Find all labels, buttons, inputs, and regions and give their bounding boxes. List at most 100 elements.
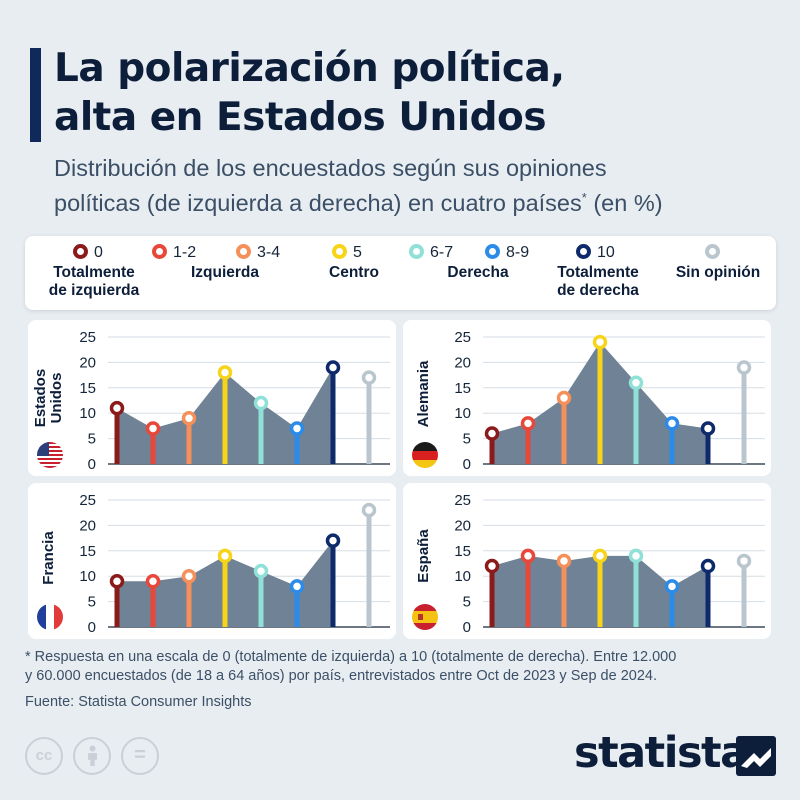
category-point: [217, 548, 233, 564]
category-point: [664, 579, 680, 594]
y-tick-label: 25: [79, 492, 96, 509]
category-point: [628, 375, 644, 390]
chart-alemania: 0 5 10 15 20 25: [454, 329, 765, 473]
footnote: * Respuesta en una escala de 0 (totalmen…: [25, 648, 785, 686]
legend-desc-far-left-line1: Totalmente: [53, 264, 135, 281]
legend-desc-no-opinion: Sin opinión: [675, 264, 761, 281]
category-point: [325, 533, 341, 548]
subtitle-line-1: Distribución de los encuestados según su…: [54, 155, 607, 181]
category-point: [253, 563, 269, 579]
country-label-espana: España: [415, 526, 432, 586]
legend-label-8-9: 8-9: [506, 244, 530, 261]
legend-desc-far-right-line2: de derecha: [557, 282, 639, 299]
chart-panel-alemania: 0 5 10 15 20 25 Alemania: [403, 320, 771, 476]
legend-label-3-4: 3-4: [257, 244, 281, 261]
legend-dot-5: [332, 244, 347, 259]
no-opinion-point: [736, 553, 752, 569]
category-point: [181, 411, 197, 426]
legend-dot-1-2: [152, 244, 167, 259]
subtitle-line-2-main: políticas (de izquierda a derecha) en cu…: [54, 189, 582, 216]
legend-desc-left: Izquierda: [190, 264, 260, 281]
legend-dot-no-opinion: [705, 244, 720, 259]
y-tick-label: 5: [463, 594, 471, 611]
country-label-line-1: España: [415, 529, 432, 583]
legend-item-3-4: 3-4: [236, 244, 280, 262]
legend-dot-10: [576, 244, 591, 259]
us-flag-icon: [37, 442, 63, 468]
subtitle-line-2-end: (en %): [586, 189, 663, 216]
y-tick-label: 10: [454, 405, 471, 422]
legend-item-5: 5: [332, 244, 362, 262]
title-accent-bar: [30, 48, 41, 142]
country-label-line-1: Estados: [32, 368, 49, 428]
legend-desc-center: Centro: [329, 264, 379, 281]
category-point: [700, 558, 716, 574]
category-point: [289, 579, 305, 594]
subtitle-line-2: políticas (de izquierda a derecha) en cu…: [54, 183, 774, 218]
category-point: [664, 416, 680, 431]
chart-panel-francia: 0 5 10 15 20 25 Francia: [28, 483, 396, 639]
attribution-icon: [73, 737, 111, 775]
chart-panel-estados-unidos: 0 5 10 15 20 25 Estados Unidos: [28, 320, 396, 476]
category-point: [181, 568, 197, 584]
y-tick-label: 20: [79, 517, 96, 534]
y-tick-label: 25: [79, 329, 96, 346]
y-tick-label: 10: [79, 568, 96, 585]
chart-panel-espana: 0 5 10 15 20 25 España: [403, 483, 771, 639]
legend-item-6-7: 6-7: [409, 244, 453, 262]
legend-item-0: 0: [73, 244, 103, 262]
category-point: [556, 553, 572, 569]
category-point: [145, 574, 161, 589]
category-point: [289, 421, 305, 436]
y-tick-label: 5: [463, 431, 471, 448]
category-point: [484, 558, 500, 574]
fr-flag-icon: [37, 604, 63, 630]
no-derivatives-icon: =: [121, 737, 159, 775]
country-label-francia: Francia: [40, 528, 57, 588]
y-tick-label: 10: [79, 405, 96, 422]
chart-legend: 0 1-2 3-4 5 6-7 8-9 10 Totalmente de izq…: [25, 236, 776, 310]
category-point: [253, 395, 269, 411]
y-tick-label: 15: [454, 543, 471, 560]
no-opinion-point: [736, 360, 752, 375]
no-opinion-point: [361, 502, 377, 518]
y-tick-label: 20: [454, 517, 471, 534]
category-point: [109, 574, 125, 589]
y-tick-label: 5: [88, 594, 96, 611]
legend-label-6-7: 6-7: [430, 244, 454, 261]
y-tick-label: 15: [454, 380, 471, 397]
legend-item-10: 10: [576, 244, 615, 262]
legend-dot-3-4: [236, 244, 251, 259]
country-label-estados-unidos: Estados Unidos: [32, 358, 65, 438]
legend-dot-8-9: [485, 244, 500, 259]
category-point: [109, 400, 125, 416]
legend-label-5: 5: [353, 244, 362, 261]
legend-dot-0: [73, 244, 88, 259]
y-tick-label: 20: [79, 354, 96, 371]
category-point: [592, 548, 608, 564]
no-opinion-point: [361, 370, 377, 385]
source-label: Fuente: Statista Consumer Insights: [25, 694, 252, 710]
de-flag-icon: [412, 442, 438, 468]
y-tick-label: 10: [454, 568, 471, 585]
category-point: [145, 421, 161, 436]
y-tick-label: 0: [463, 456, 471, 473]
category-point: [628, 548, 644, 564]
category-point: [520, 548, 536, 564]
creative-commons-icon: cc: [25, 737, 63, 775]
category-point: [520, 416, 536, 431]
legend-label-0: 0: [94, 244, 103, 261]
legend-desc-far-left-line2: de izquierda: [48, 282, 140, 299]
category-point: [592, 334, 608, 350]
legend-item-no-opinion: [705, 244, 726, 262]
statista-logo-icon: [736, 736, 776, 776]
legend-item-1-2: 1-2: [152, 244, 196, 262]
y-tick-label: 5: [88, 431, 96, 448]
y-tick-label: 15: [79, 543, 96, 560]
y-tick-label: 0: [88, 456, 96, 473]
category-point: [556, 390, 572, 406]
footnote-line-1: * Respuesta en una escala de 0 (totalmen…: [25, 649, 677, 665]
legend-desc-far-right: Totalmente de derecha: [542, 264, 654, 300]
legend-label-10: 10: [597, 244, 615, 261]
y-tick-label: 15: [79, 380, 96, 397]
